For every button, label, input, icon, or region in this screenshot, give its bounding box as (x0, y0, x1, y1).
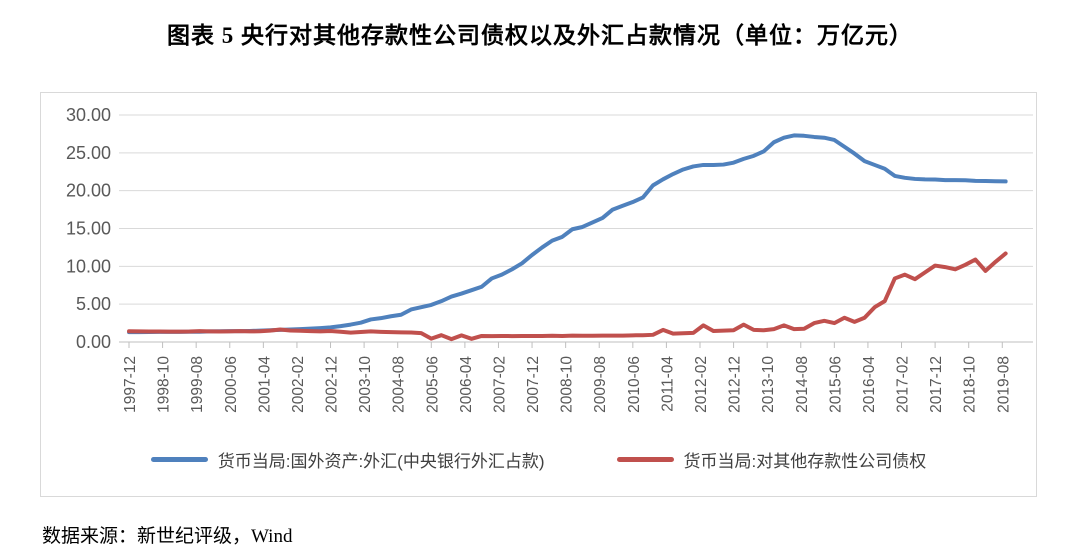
y-tick-label: 5.00 (76, 294, 111, 314)
x-tick-label: 2015-06 (827, 356, 844, 413)
x-tick-label: 2009-08 (592, 356, 609, 413)
x-tick-label: 2011-04 (659, 356, 676, 412)
x-tick-label: 2018-10 (962, 356, 979, 413)
legend-item-fx-reserves: 货币当局:国外资产:外汇(中央银行外汇占款) (150, 447, 545, 472)
x-tick-label: 2006-04 (458, 356, 475, 413)
x-tick-label: 2001-04 (256, 356, 273, 413)
y-tick-label: 15.00 (66, 219, 111, 239)
y-tick-label: 20.00 (66, 181, 111, 201)
x-tick-label: 2017-12 (928, 356, 945, 413)
plot-svg: 0.00 5.00 10.00 15.00 20.00 25.00 30.00 1997-12… (66, 105, 1033, 413)
x-tick-label: 2012-02 (693, 356, 710, 413)
x-tick-label: 2013-10 (760, 356, 777, 413)
series-line-fx-reserves (127, 133, 1008, 335)
chart-legend: 货币当局:国外资产:外汇(中央银行外汇占款) 货币当局:对其他存款性公司债权 (41, 447, 1036, 472)
x-tick-label: 2000-06 (223, 356, 240, 413)
x-tick-label: 2017-02 (895, 356, 912, 413)
x-tick-label: 2016-04 (861, 356, 878, 413)
legend-line-red-icon (616, 457, 674, 462)
series-line-claims (127, 251, 1008, 342)
legend-item-claims: 货币当局:对其他存款性公司债权 (616, 447, 927, 472)
x-tick-label: 2007-02 (491, 356, 508, 413)
chart-area: 0.00 5.00 10.00 15.00 20.00 25.00 30.00 1997-12… (40, 92, 1037, 497)
x-tick-label: 1999-08 (189, 356, 206, 413)
x-tick-label: 2004-08 (391, 356, 408, 413)
y-tick-label: 25.00 (66, 143, 111, 163)
legend-line-blue-icon (150, 457, 208, 462)
x-tick-label: 2002-12 (324, 356, 341, 413)
x-tick-label: 2010-06 (626, 356, 643, 413)
legend-label-fx-reserves: 货币当局:国外资产:外汇(中央银行外汇占款) (217, 452, 545, 471)
chart-title: 图表 5 央行对其他存款性公司债权以及外汇占款情况（单位：万亿元） (167, 23, 913, 48)
y-tick-label: 0.00 (76, 332, 111, 352)
x-tick-label: 2007-12 (525, 356, 542, 413)
x-tick-label: 1998-10 (156, 356, 173, 413)
x-tick-label: 2012-12 (727, 356, 744, 413)
x-tick-label: 2002-02 (290, 356, 307, 413)
x-tick-label: 1997-12 (122, 356, 139, 413)
x-tick-label: 2005-06 (424, 356, 441, 413)
x-tick-label: 2014-08 (794, 356, 811, 413)
x-tick-label: 2008-10 (559, 356, 576, 413)
y-tick-label: 30.00 (66, 105, 111, 125)
data-source-note: 数据来源：新世纪评级，Wind (42, 526, 293, 547)
legend-label-claims: 货币当局:对其他存款性公司债权 (683, 452, 927, 471)
x-tick-label: 2019-08 (995, 356, 1012, 413)
x-tick-label: 2003-10 (357, 356, 374, 413)
y-tick-label: 10.00 (66, 256, 111, 276)
